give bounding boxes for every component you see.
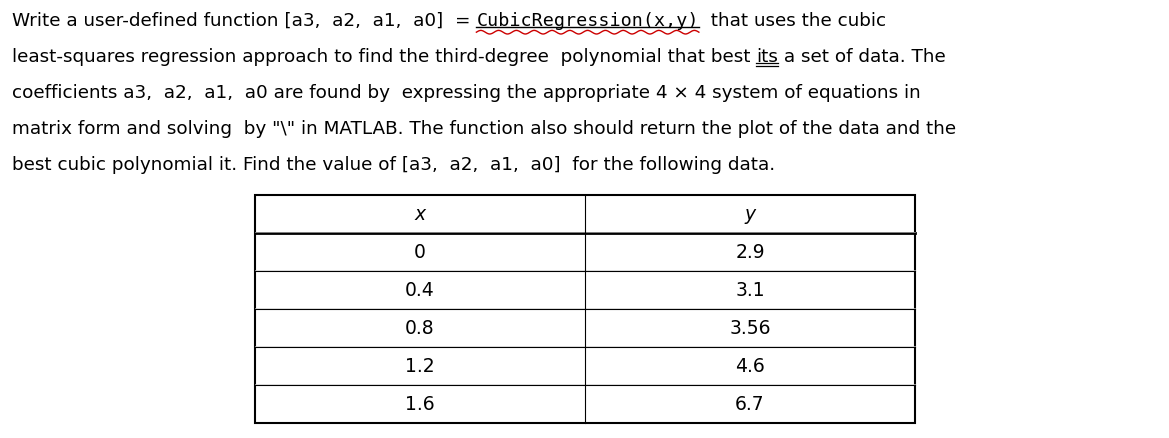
Text: 3.1: 3.1: [735, 280, 765, 300]
Text: 6.7: 6.7: [735, 395, 765, 413]
Text: y: y: [745, 205, 755, 223]
Text: matrix form and solving  by "\" in MATLAB. The function also should return the p: matrix form and solving by "\" in MATLAB…: [12, 120, 956, 138]
Bar: [255, 195, 915, 423]
Text: 3.56: 3.56: [729, 318, 770, 338]
Text: 0.8: 0.8: [406, 318, 435, 338]
Text: that uses the cubic: that uses the cubic: [699, 12, 886, 30]
Text: x: x: [415, 205, 426, 223]
Text: CubicRegression(x,y): CubicRegression(x,y): [477, 12, 699, 30]
Text: a set of data. The: a set of data. The: [779, 48, 946, 66]
Text: 0: 0: [414, 243, 426, 261]
Text: 1.6: 1.6: [406, 395, 435, 413]
Text: coefficients a3,  a2,  a1,  a0 are found by  expressing the appropriate 4 × 4 sy: coefficients a3, a2, a1, a0 are found by…: [12, 84, 921, 102]
Text: 2.9: 2.9: [735, 243, 765, 261]
Text: 0.4: 0.4: [406, 280, 435, 300]
Text: least-squares regression approach to find the third-degree  polynomial that best: least-squares regression approach to fin…: [12, 48, 756, 66]
Text: Write a user-defined function [a3,  a2,  a1,  a0]  =: Write a user-defined function [a3, a2, a…: [12, 12, 477, 30]
Text: 1.2: 1.2: [406, 357, 435, 375]
Text: its: its: [756, 48, 779, 66]
Text: best cubic polynomial it. Find the value of [a3,  a2,  a1,  a0]  for the followi: best cubic polynomial it. Find the value…: [12, 156, 775, 174]
Text: 4.6: 4.6: [735, 357, 765, 375]
